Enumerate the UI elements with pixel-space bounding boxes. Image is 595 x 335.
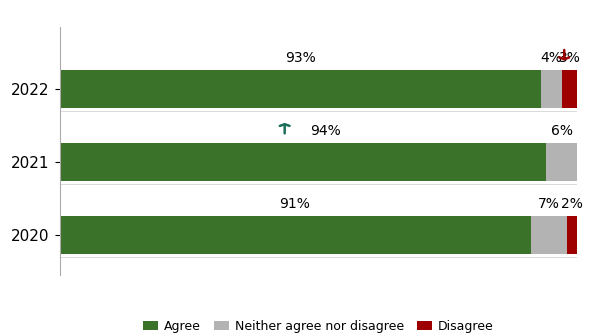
Text: 7%: 7% bbox=[538, 197, 560, 210]
Bar bbox=[562, 70, 577, 108]
Text: 91%: 91% bbox=[280, 197, 311, 210]
Text: 94%: 94% bbox=[311, 124, 342, 138]
Bar bbox=[60, 216, 531, 254]
Text: 4%: 4% bbox=[540, 51, 562, 65]
Text: 3%: 3% bbox=[559, 51, 580, 65]
Text: 93%: 93% bbox=[285, 51, 315, 65]
Text: 2%: 2% bbox=[561, 197, 583, 210]
Bar bbox=[541, 70, 562, 108]
Legend: Agree, Neither agree nor disagree, Disagree: Agree, Neither agree nor disagree, Disag… bbox=[138, 315, 499, 335]
Bar bbox=[546, 143, 577, 181]
Bar bbox=[531, 216, 567, 254]
Bar bbox=[60, 70, 541, 108]
Text: 6%: 6% bbox=[550, 124, 572, 138]
Bar bbox=[60, 143, 546, 181]
Bar bbox=[567, 216, 577, 254]
